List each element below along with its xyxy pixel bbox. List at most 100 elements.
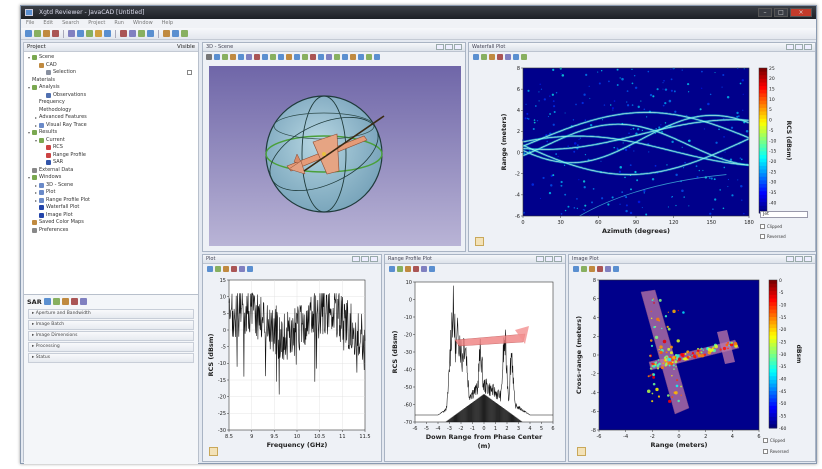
scene-minimize-button[interactable]	[436, 44, 444, 50]
waterfall-minimize-button[interactable]	[786, 44, 794, 50]
plot-tool-icon[interactable]	[497, 54, 503, 60]
tree-expand-icon[interactable]: ▾	[27, 55, 30, 60]
minimize-button[interactable]: –	[758, 8, 772, 17]
plot-tool-icon[interactable]	[521, 54, 527, 60]
tree-item[interactable]: Selection	[26, 69, 198, 77]
tree-item[interactable]: ▾ Scene	[26, 54, 198, 62]
toolbar-tool-icon[interactable]	[129, 30, 136, 37]
scene-tool-icon[interactable]	[214, 54, 220, 60]
waterfall-reversed-checkbox[interactable]	[760, 234, 765, 239]
tree-expand-icon[interactable]: ▾	[27, 175, 30, 180]
toolbar-tool-icon[interactable]	[172, 30, 179, 37]
scene-tool-icon[interactable]	[350, 54, 356, 60]
tree-expand-icon[interactable]: ▸	[34, 190, 37, 195]
sar-help-icon[interactable]	[79, 298, 87, 305]
scene-tool-icon[interactable]	[366, 54, 372, 60]
range-profile-chart[interactable]: -6 -5 -4 -3 -2 -1 0 1 2 3 4 5 6100-10-20-30-40-50-60…	[385, 264, 565, 461]
plot-tool-icon[interactable]	[597, 266, 603, 272]
plot-tool-icon[interactable]	[413, 266, 419, 272]
image-close-button[interactable]	[804, 256, 812, 262]
toolbar-tool-icon[interactable]	[120, 30, 127, 37]
sar-settings-icon[interactable]	[52, 298, 60, 305]
tree-item[interactable]: ▸ Range Profile Plot	[26, 197, 198, 205]
tree-item[interactable]: ▸ 3D - Scene	[26, 182, 198, 190]
scene-tool-icon[interactable]	[286, 54, 292, 60]
tree-expand-icon[interactable]: ▾	[27, 85, 30, 90]
range-close-button[interactable]	[554, 256, 562, 262]
sar-section[interactable]: ▸ Image Batch	[28, 320, 194, 330]
rcs-close-button[interactable]	[370, 256, 378, 262]
image-corner-icon[interactable]	[577, 447, 586, 456]
plot-tool-icon[interactable]	[421, 266, 427, 272]
sar-export-icon[interactable]	[61, 298, 69, 305]
tree-item[interactable]: Methodology	[26, 107, 198, 115]
toolbar-tool-icon[interactable]	[86, 30, 93, 37]
toolbar-tool-icon[interactable]	[147, 30, 154, 37]
tree-item[interactable]: Range Profile	[26, 152, 198, 160]
toolbar-tool-icon[interactable]	[181, 30, 188, 37]
rcs-maximize-button[interactable]	[361, 256, 369, 262]
tree-item[interactable]: Preferences	[26, 227, 198, 235]
plot-tool-icon[interactable]	[247, 266, 253, 272]
visible-checkbox[interactable]	[187, 70, 192, 76]
tree-item[interactable]: Image Plot	[26, 212, 198, 220]
sar-section[interactable]: ▸ Processing	[28, 342, 194, 352]
scene-maximize-button[interactable]	[445, 44, 453, 50]
tree-item[interactable]: Frequency	[26, 99, 198, 107]
tree-expand-icon[interactable]: ▸	[34, 197, 37, 203]
tree-item[interactable]: ▸ Advanced Features	[26, 114, 198, 122]
menu-help[interactable]: Help	[161, 20, 174, 26]
close-button[interactable]: ×	[790, 8, 812, 17]
waterfall-colormap-select[interactable]: Jet	[760, 211, 808, 218]
tree-item[interactable]: ▾ Windows	[26, 174, 198, 182]
tree-expand-icon[interactable]: ▾	[34, 137, 37, 143]
menu-file[interactable]: File	[26, 20, 35, 26]
plot-tool-icon[interactable]	[513, 54, 519, 60]
toolbar-tool-icon[interactable]	[68, 30, 75, 37]
toolbar-tool-icon[interactable]	[104, 30, 111, 37]
scene-tool-icon[interactable]	[206, 54, 212, 60]
scene-tool-icon[interactable]	[374, 54, 380, 60]
waterfall-close-button[interactable]	[804, 44, 812, 50]
toolbar-tool-icon[interactable]	[163, 30, 170, 37]
tree-item[interactable]: ▾ Results	[26, 129, 198, 137]
plot-tool-icon[interactable]	[397, 266, 403, 272]
scene-tool-icon[interactable]	[326, 54, 332, 60]
tree-item[interactable]: SAR	[26, 159, 198, 167]
scene-tool-icon[interactable]	[318, 54, 324, 60]
waterfall-maximize-button[interactable]	[795, 44, 803, 50]
image-reversed-checkbox[interactable]	[763, 449, 768, 454]
range-maximize-button[interactable]	[545, 256, 553, 262]
tree-item[interactable]: RCS	[26, 144, 198, 152]
scene-tool-icon[interactable]	[254, 54, 260, 60]
tree-item[interactable]: ▾ Current	[26, 137, 198, 145]
scene-tool-icon[interactable]	[238, 54, 244, 60]
plot-tool-icon[interactable]	[239, 266, 245, 272]
plot-tool-icon[interactable]	[231, 266, 237, 272]
image-maximize-button[interactable]	[795, 256, 803, 262]
plot-tool-icon[interactable]	[389, 266, 395, 272]
plot-tool-icon[interactable]	[613, 266, 619, 272]
tree-item[interactable]: External Data	[26, 167, 198, 175]
rcs-corner-icon[interactable]	[209, 447, 218, 456]
plot-tool-icon[interactable]	[505, 54, 511, 60]
plot-tool-icon[interactable]	[589, 266, 595, 272]
plot-tool-icon[interactable]	[405, 266, 411, 272]
toolbar-tool-icon[interactable]	[25, 30, 32, 37]
tree-item[interactable]: CAD	[26, 62, 198, 70]
tree-expand-icon[interactable]: ▸	[34, 182, 37, 188]
toolbar-tool-icon[interactable]	[95, 30, 102, 37]
range-minimize-button[interactable]	[536, 256, 544, 262]
scene-tool-icon[interactable]	[278, 54, 284, 60]
tree-item[interactable]: ▸ Plot	[26, 189, 198, 197]
rcs-minimize-button[interactable]	[352, 256, 360, 262]
image-minimize-button[interactable]	[786, 256, 794, 262]
menu-run[interactable]: Run	[114, 20, 124, 26]
scene-tool-icon[interactable]	[270, 54, 276, 60]
plot-tool-icon[interactable]	[473, 54, 479, 60]
tree-item[interactable]: Observations	[26, 92, 198, 100]
scene-tool-icon[interactable]	[222, 54, 228, 60]
tree-expand-icon[interactable]: ▾	[27, 130, 30, 135]
